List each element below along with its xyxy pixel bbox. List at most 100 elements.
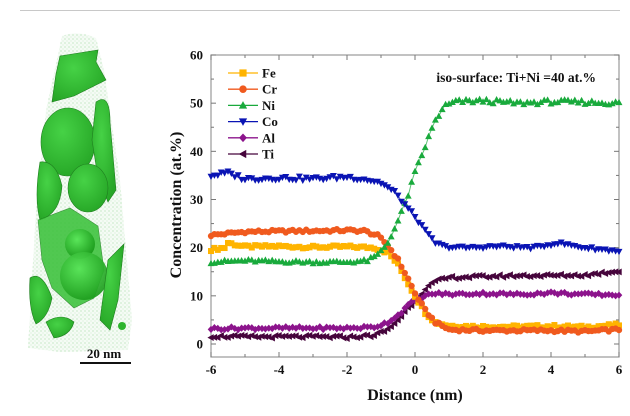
data-point bbox=[275, 176, 283, 183]
data-point bbox=[438, 274, 445, 282]
data-point bbox=[411, 214, 419, 221]
data-point bbox=[520, 100, 528, 108]
data-point bbox=[412, 293, 418, 300]
data-point bbox=[480, 322, 486, 329]
data-point bbox=[276, 242, 282, 249]
data-point bbox=[421, 226, 429, 234]
data-point bbox=[452, 275, 459, 283]
data-point bbox=[463, 322, 469, 329]
data-point bbox=[401, 201, 409, 208]
y-axis-title: Concentration (at.%) bbox=[168, 132, 185, 279]
data-point bbox=[422, 305, 429, 313]
data-point bbox=[449, 291, 456, 299]
data-point bbox=[387, 233, 395, 240]
data-point bbox=[269, 242, 276, 249]
data-point bbox=[340, 242, 347, 249]
series-al bbox=[207, 288, 623, 334]
series-cr bbox=[207, 225, 623, 336]
data-point bbox=[398, 263, 405, 270]
data-point bbox=[615, 326, 623, 334]
legend-marker bbox=[238, 118, 248, 126]
data-point bbox=[527, 322, 534, 329]
data-point bbox=[380, 327, 388, 335]
data-point bbox=[401, 275, 408, 282]
y-tick-label: 0 bbox=[197, 336, 204, 351]
data-point bbox=[381, 249, 388, 256]
data-point bbox=[503, 324, 510, 331]
x-tick-label: 6 bbox=[616, 362, 623, 377]
data-point bbox=[544, 323, 551, 330]
data-point bbox=[612, 292, 619, 300]
data-point bbox=[422, 311, 429, 318]
data-point bbox=[605, 321, 612, 328]
legend-label: Cr bbox=[262, 82, 277, 97]
data-point bbox=[333, 242, 340, 249]
data-point bbox=[540, 271, 547, 279]
data-point bbox=[221, 170, 229, 177]
data-point bbox=[221, 245, 228, 252]
data-point bbox=[207, 334, 214, 342]
data-point bbox=[448, 272, 456, 280]
y-axis-ticks: 0 10 20 30 40 50 60 bbox=[190, 48, 619, 351]
data-point bbox=[578, 96, 586, 104]
data-point bbox=[296, 323, 303, 331]
y-tick-label: 40 bbox=[190, 144, 203, 159]
data-point bbox=[333, 176, 341, 183]
precipitate-small bbox=[118, 322, 126, 330]
data-point bbox=[459, 98, 467, 106]
data-point bbox=[408, 178, 416, 185]
data-point bbox=[455, 274, 462, 282]
data-point bbox=[380, 182, 388, 189]
data-point bbox=[327, 243, 333, 250]
data-point bbox=[323, 244, 330, 251]
data-point bbox=[319, 332, 326, 340]
data-point bbox=[347, 242, 354, 249]
iso-surface-annotation: iso-surface: Ti+Ni =40 at.% bbox=[436, 70, 596, 85]
data-point bbox=[258, 332, 265, 340]
data-point bbox=[241, 332, 248, 340]
data-point bbox=[251, 333, 258, 341]
data-point bbox=[612, 268, 619, 276]
data-point bbox=[377, 234, 385, 241]
data-point bbox=[295, 333, 303, 341]
data-point bbox=[231, 174, 239, 181]
data-point bbox=[514, 322, 520, 329]
data-point bbox=[242, 242, 248, 249]
data-point bbox=[231, 331, 238, 339]
data-point bbox=[581, 289, 589, 297]
data-point bbox=[408, 208, 416, 215]
data-point bbox=[262, 242, 269, 249]
data-point bbox=[320, 244, 327, 251]
data-point bbox=[214, 324, 222, 332]
data-point bbox=[554, 98, 562, 106]
data-point bbox=[316, 333, 323, 341]
precipitate-surface bbox=[51, 49, 107, 103]
data-point bbox=[510, 273, 517, 281]
data-point bbox=[395, 260, 401, 267]
data-point bbox=[564, 290, 572, 299]
data-point bbox=[309, 259, 317, 267]
data-point bbox=[466, 291, 473, 299]
data-point bbox=[333, 325, 341, 333]
data-point bbox=[211, 244, 218, 251]
data-point bbox=[350, 244, 357, 251]
data-point bbox=[282, 323, 290, 331]
data-point bbox=[418, 222, 426, 229]
data-point bbox=[438, 105, 446, 113]
data-point bbox=[462, 273, 469, 281]
data-point bbox=[459, 289, 466, 297]
data-point bbox=[513, 272, 520, 280]
data-point bbox=[571, 323, 578, 330]
data-point bbox=[394, 192, 402, 199]
data-point bbox=[401, 269, 408, 277]
data-point bbox=[435, 112, 443, 119]
data-point bbox=[510, 291, 517, 299]
data-point bbox=[384, 184, 392, 191]
data-point bbox=[483, 323, 490, 330]
data-point bbox=[343, 335, 350, 342]
data-point bbox=[268, 324, 276, 333]
data-point bbox=[418, 300, 425, 307]
data-point bbox=[367, 244, 374, 251]
data-point bbox=[255, 242, 262, 249]
data-point bbox=[449, 322, 456, 329]
